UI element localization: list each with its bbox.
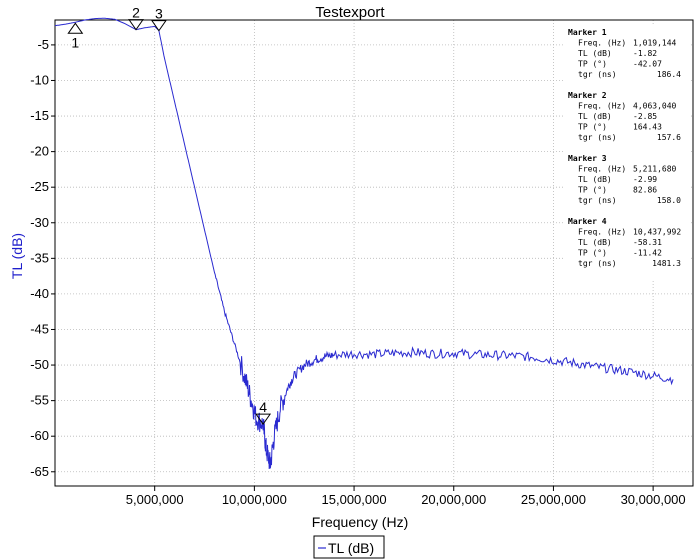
series-line-tl-db	[54, 17, 674, 470]
readout-row-value: -1.82	[633, 49, 657, 58]
y-tick-label: -10	[30, 72, 49, 87]
y-axis-label: TL (dB)	[9, 233, 25, 279]
readout-row-label: tgr (ns)	[578, 133, 617, 142]
readout-row-label: TL (dB)	[578, 238, 612, 247]
readout-row-value: 158.0	[657, 196, 681, 205]
readout-row-label: Freq. (Hz)	[578, 165, 626, 174]
x-tick-label: 25,000,000	[521, 492, 586, 507]
marker-triangles: 1 2 3 4	[67, 5, 272, 426]
readout-row-label: TP (°)	[578, 186, 607, 195]
readout-title: Marker 2	[568, 91, 607, 100]
y-axis-ticks: -5 -10 -15 -20 -25 -30 -35 -40 -45 -50 -55 -60 -65	[30, 37, 55, 479]
readout-row-value: 1,019,144	[633, 39, 677, 48]
readout-row-value: 164.43	[633, 123, 662, 132]
plot-frame	[54, 19, 694, 487]
x-tick-label: 5,000,000	[126, 492, 184, 507]
readout-row-value: -58.31	[633, 238, 662, 247]
legend-box	[313, 535, 385, 559]
chart-title: Testexport	[315, 4, 385, 21]
readout-row-value: 82.86	[633, 186, 657, 195]
y-tick-label: -55	[30, 393, 49, 408]
readout-row-label: TP (°)	[578, 249, 607, 258]
readout-row-value: 157.6	[657, 133, 681, 142]
readout-row-label: tgr (ns)	[578, 70, 617, 79]
y-tick-label: -15	[30, 108, 49, 123]
y-tick-label: -25	[30, 179, 49, 194]
x-axis-label: Frequency (Hz)	[312, 514, 408, 530]
readout-row-label: tgr (ns)	[578, 196, 617, 205]
marker-3-triangle	[150, 20, 167, 32]
readout-row-value: 10,437,992	[633, 228, 681, 237]
readout-row-value: -42.07	[633, 60, 662, 69]
marker-readout-panel: Marker 1 Freq. (Hz) 1,019,144 TL (dB) -1.82 T…	[565, 25, 690, 280]
y-tick-label: -40	[30, 286, 49, 301]
readout-row-value: 5,211,680	[633, 165, 677, 174]
y-tick-label: -35	[30, 250, 49, 265]
readout-title: Marker 4	[568, 217, 607, 226]
y-tick-label: -50	[30, 357, 49, 372]
readout-background	[565, 25, 690, 280]
readout-row-label: Freq. (Hz)	[578, 102, 626, 111]
readout-row-label: TP (°)	[578, 123, 607, 132]
readout-row-label: TL (dB)	[578, 49, 612, 58]
readout-row-value: 186.4	[657, 70, 681, 79]
y-tick-label: -65	[30, 464, 49, 479]
readout-row-label: TP (°)	[578, 60, 607, 69]
readout-row-value: 4,063,040	[633, 102, 677, 111]
readout-row-label: TL (dB)	[578, 175, 612, 184]
readout-row-label: TL (dB)	[578, 112, 612, 121]
legend: TL (dB)	[313, 535, 385, 559]
x-tick-label: 10,000,000	[222, 492, 287, 507]
x-tick-label: 30,000,000	[621, 492, 686, 507]
y-tick-label: -60	[30, 428, 49, 443]
x-tick-label: 20,000,000	[421, 492, 486, 507]
y-tick-label: -5	[37, 37, 49, 52]
readout-row-value: -11.42	[633, 249, 662, 258]
legend-label: TL (dB)	[328, 540, 374, 556]
marker-2-label: 2	[132, 5, 140, 21]
marker-4-label: 4	[259, 399, 267, 415]
readout-title: Marker 3	[568, 154, 607, 163]
y-tick-label: -20	[30, 144, 49, 159]
marker-2-triangle	[128, 19, 144, 31]
x-axis-ticks: 5,000,000 10,000,000 15,000,000 20,000,000 2…	[126, 486, 686, 507]
readout-row-value: -2.85	[633, 112, 657, 121]
plot-border	[54, 19, 694, 487]
marker-4-triangle	[255, 413, 272, 426]
readout-row-value: -2.99	[633, 175, 657, 184]
readout-row-value: 1481.3	[652, 259, 681, 268]
marker-1-triangle	[67, 22, 84, 34]
y-tick-label: -30	[30, 215, 49, 230]
readout-row-label: tgr (ns)	[578, 259, 617, 268]
x-tick-label: 15,000,000	[322, 492, 387, 507]
marker-1-label: 1	[71, 34, 79, 50]
y-tick-label: -45	[30, 321, 49, 336]
readout-title: Marker 1	[568, 28, 607, 37]
marker-3-label: 3	[155, 6, 163, 22]
readout-row-label: Freq. (Hz)	[578, 39, 626, 48]
readout-row-label: Freq. (Hz)	[578, 228, 626, 237]
